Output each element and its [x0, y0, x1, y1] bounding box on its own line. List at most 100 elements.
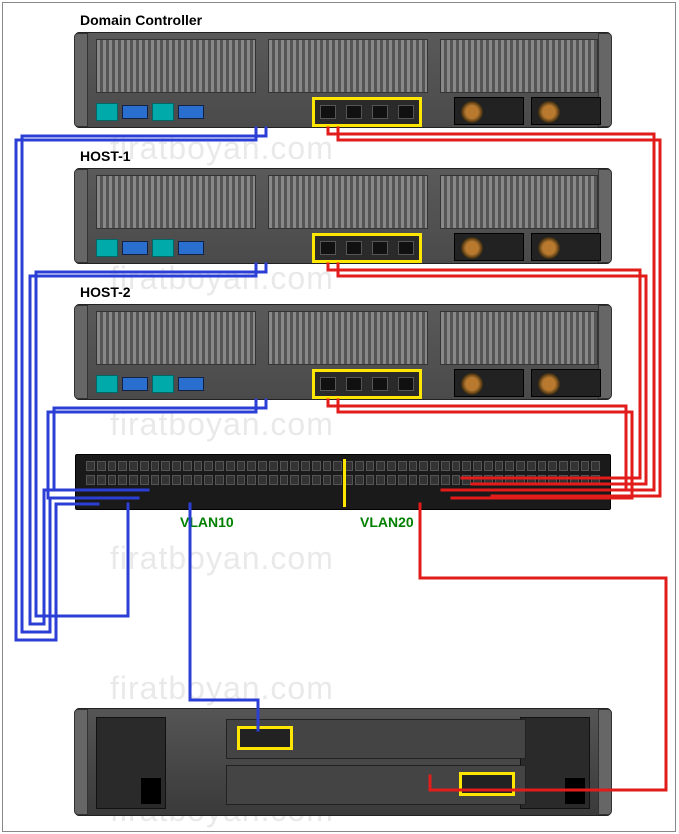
nic-port	[372, 377, 388, 391]
switch-port	[559, 461, 568, 471]
switch-port	[86, 475, 95, 485]
switch-port	[215, 461, 224, 471]
switch-port	[409, 475, 418, 485]
switch-port	[161, 461, 170, 471]
vga-port	[178, 105, 204, 119]
switch-port	[280, 461, 289, 471]
storage-port-highlight	[237, 726, 293, 750]
rack-ear	[74, 709, 88, 815]
nic-port	[320, 377, 336, 391]
nic-highlight	[312, 97, 422, 127]
switch-port	[323, 461, 332, 471]
switch-port	[237, 461, 246, 471]
pci-slot	[96, 175, 256, 229]
switch-port	[559, 475, 568, 485]
psu	[531, 233, 601, 261]
switch-port	[161, 475, 170, 485]
server-dc	[75, 32, 611, 128]
nic-port	[346, 241, 362, 255]
nic-port	[372, 241, 388, 255]
switch-port	[441, 461, 450, 471]
switch-port	[247, 475, 256, 485]
switch-port	[419, 475, 428, 485]
switch-port	[591, 461, 600, 471]
switch-port	[376, 475, 385, 485]
switch-port	[548, 461, 557, 471]
switch-port	[505, 461, 514, 471]
psu	[454, 233, 524, 261]
mgmt-port	[96, 239, 118, 257]
switch-port	[183, 475, 192, 485]
switch-port	[151, 461, 160, 471]
label-host1: HOST-1	[80, 148, 131, 164]
label-host2: HOST-2	[80, 284, 131, 300]
nic-port	[320, 241, 336, 255]
mgmt-port	[96, 375, 118, 393]
switch-port	[516, 475, 525, 485]
switch-port	[215, 475, 224, 485]
switch-port	[495, 475, 504, 485]
watermark: firatboyan.com	[110, 670, 334, 707]
switch-port	[258, 461, 267, 471]
label-vlan20: VLAN20	[360, 514, 414, 530]
pci-slot	[440, 311, 598, 365]
storage-controller	[226, 719, 526, 759]
switch-port	[430, 461, 439, 471]
mgmt-port	[96, 103, 118, 121]
switch-port	[183, 461, 192, 471]
pci-slot	[440, 175, 598, 229]
psu	[454, 369, 524, 397]
pci-slot	[268, 311, 428, 365]
switch-port	[538, 475, 547, 485]
switch-port	[172, 461, 181, 471]
nic-port	[398, 377, 414, 391]
rack-ear	[598, 709, 612, 815]
nic-port	[346, 105, 362, 119]
switch-port	[495, 461, 504, 471]
switch-port	[333, 475, 342, 485]
switch-port	[333, 461, 342, 471]
switch-port	[527, 461, 536, 471]
switch-port	[505, 475, 514, 485]
switch-port	[97, 461, 106, 471]
usb-port	[152, 103, 174, 121]
switch-port	[591, 475, 600, 485]
usb-port	[152, 375, 174, 393]
switch-port	[387, 475, 396, 485]
switch-port	[129, 461, 138, 471]
switch-port	[462, 461, 471, 471]
pci-slot	[440, 39, 598, 93]
switch-port	[118, 461, 127, 471]
switch-port	[118, 475, 127, 485]
switch-port	[301, 475, 310, 485]
switch-port	[280, 475, 289, 485]
network-switch	[75, 454, 611, 510]
nic-highlight	[312, 233, 422, 263]
watermark: firatboyan.com	[110, 260, 334, 297]
watermark: firatboyan.com	[110, 540, 334, 577]
switch-port	[570, 475, 579, 485]
pci-slot	[96, 39, 256, 93]
switch-port	[108, 461, 117, 471]
switch-port	[108, 475, 117, 485]
nic-port	[372, 105, 388, 119]
switch-port	[140, 461, 149, 471]
storage-psu	[96, 717, 166, 809]
switch-port	[366, 475, 375, 485]
switch-port	[247, 461, 256, 471]
switch-port	[516, 461, 525, 471]
switch-port	[430, 475, 439, 485]
label-dc: Domain Controller	[80, 12, 202, 28]
switch-port	[441, 475, 450, 485]
switch-port	[290, 461, 299, 471]
switch-port	[312, 461, 321, 471]
label-vlan10: VLAN10	[180, 514, 234, 530]
switch-port	[204, 461, 213, 471]
nic-port	[346, 377, 362, 391]
pci-slot	[268, 175, 428, 229]
switch-port	[484, 461, 493, 471]
switch-port	[570, 461, 579, 471]
switch-port	[473, 475, 482, 485]
nic-highlight	[312, 369, 422, 399]
switch-port	[527, 475, 536, 485]
